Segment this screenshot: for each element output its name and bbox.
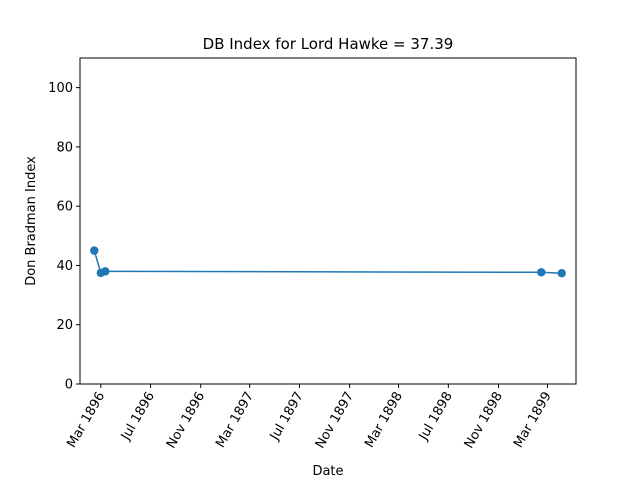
y-tick-label: 100 — [48, 81, 73, 96]
plot-content — [90, 246, 566, 278]
y-tick-label: 20 — [56, 318, 73, 333]
data-point — [537, 268, 546, 277]
y-axis: 0 20 40 60 80 100 — [48, 81, 80, 393]
data-point — [557, 268, 566, 278]
y-tick-label: 0 — [65, 378, 73, 393]
y-axis-label: Don Bradman Index — [24, 156, 39, 286]
y-tick-label: 80 — [56, 140, 73, 155]
data-point — [101, 267, 110, 276]
y-tick-label: 40 — [56, 259, 73, 274]
plot-frame — [79, 57, 577, 385]
data-point — [90, 246, 99, 255]
x-axis-label: Date — [312, 464, 343, 479]
chart-title: DB Index for Lord Hawke = 37.39 — [203, 35, 454, 53]
y-tick-label: 60 — [56, 200, 73, 215]
